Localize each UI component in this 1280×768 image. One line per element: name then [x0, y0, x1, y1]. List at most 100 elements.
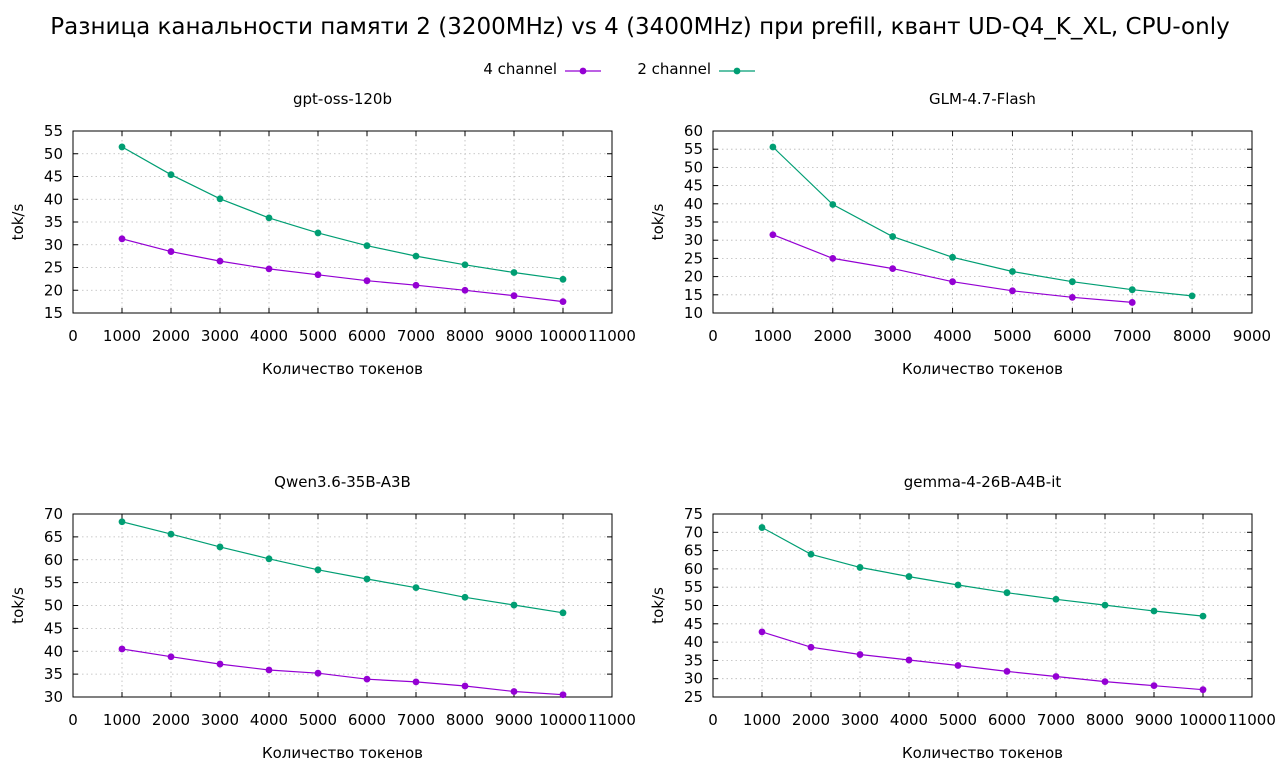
x-tick-label: 2000	[792, 711, 830, 729]
data-point-2-channel	[167, 530, 175, 538]
data-point-4-channel	[265, 265, 273, 273]
data-point-2-channel	[265, 555, 273, 563]
data-point-4-channel	[510, 688, 518, 695]
x-tick-label: 5000	[939, 711, 977, 729]
data-point-2-channel	[1188, 292, 1196, 300]
y-tick-label: 20	[684, 268, 703, 286]
data-point-2-channel	[889, 233, 897, 240]
data-point-4-channel	[314, 271, 322, 279]
data-point-4-channel	[265, 666, 273, 674]
chart-panel-3: 0 1000 2000 3000 4000 5000 6000 7000 8000 9000 100…	[9, 473, 636, 762]
x-axis-label: Количество токенов	[262, 360, 423, 378]
series-line-4-channel	[121, 648, 564, 696]
chart-panel-2: 0 1000 2000 3000 4000 5000 6000 7000 8000 9000 101…	[649, 90, 1271, 378]
data-point-2-channel	[1128, 286, 1136, 294]
x-tick-label: 7000	[1037, 711, 1075, 729]
y-tick-label: 60	[44, 551, 63, 569]
data-point-2-channel	[167, 171, 175, 179]
y-axis-label: tok/s	[9, 204, 27, 241]
y-tick-label: 35	[44, 213, 63, 231]
chart-panel-1: 0 1000 2000 3000 4000 5000 6000 7000 8000 9000 100…	[9, 90, 636, 378]
y-tick-label: 45	[684, 615, 703, 633]
subplot-title: Qwen3.6-35B-A3B	[274, 473, 411, 491]
legend-swatch-2-channel	[719, 67, 755, 75]
y-tick-label: 75	[684, 505, 703, 523]
y-tick-label: 40	[44, 190, 63, 208]
data-point-4-channel	[1003, 667, 1011, 675]
data-point-4-channel	[769, 231, 777, 239]
series-line-2-channel	[121, 521, 564, 614]
x-tick-label: 3000	[201, 711, 239, 729]
data-point-4-channel	[412, 281, 420, 289]
data-point-2-channel	[510, 601, 518, 609]
x-tick-label: 7000	[1113, 327, 1151, 345]
data-point-2-channel	[1003, 589, 1011, 597]
data-point-2-channel	[461, 261, 469, 269]
y-axis-label: tok/s	[9, 587, 27, 624]
data-point-4-channel	[363, 675, 371, 683]
data-point-2-channel	[1101, 601, 1109, 609]
y-tick-label: 35	[44, 665, 63, 683]
data-point-2-channel	[363, 242, 371, 250]
x-tick-label: 8000	[446, 327, 484, 345]
legend-item-4-channel: 4 channel	[0, 60, 603, 80]
x-tick-label: 5000	[299, 711, 337, 729]
series-line-2-channel	[121, 146, 564, 280]
y-axis-label: tok/s	[649, 204, 667, 241]
x-tick-label: 7000	[397, 711, 435, 729]
legend: 4 channel 2 channel	[0, 60, 1280, 80]
data-point-2-channel	[954, 581, 962, 589]
y-tick-label: 55	[44, 574, 63, 592]
chart-panel-4: 0 1000 2000 3000 4000 5000 6000 7000 8000 9000 100…	[649, 473, 1276, 762]
plot-frame	[712, 130, 1253, 314]
y-tick-label: 65	[44, 528, 63, 546]
data-point-4-channel	[1068, 293, 1076, 301]
data-point-4-channel	[829, 255, 837, 262]
x-tick-label: 3000	[201, 327, 239, 345]
x-tick-label: 9000	[1233, 327, 1271, 345]
plot-frame	[72, 130, 613, 314]
data-point-2-channel	[1009, 268, 1016, 275]
x-tick-label: 4000	[250, 711, 288, 729]
y-tick-label: 30	[684, 231, 703, 249]
data-point-2-channel	[461, 593, 469, 601]
data-point-2-channel	[412, 584, 420, 592]
data-point-4-channel	[559, 298, 567, 306]
chart-title: Разница канальности памяти 2 (3200MHz) v…	[50, 14, 1230, 40]
data-point-4-channel	[167, 248, 175, 255]
y-tick-label: 15	[44, 304, 63, 322]
x-tick-label: 4000	[933, 327, 971, 345]
data-point-4-channel	[905, 656, 913, 664]
x-axis-label: Количество токенов	[902, 360, 1063, 378]
data-point-2-channel	[829, 201, 837, 208]
data-point-4-channel	[461, 682, 469, 690]
y-tick-label: 70	[44, 505, 63, 523]
data-point-4-channel	[954, 662, 962, 669]
y-tick-label: 60	[684, 122, 703, 140]
y-tick-label: 70	[684, 523, 703, 541]
series-line-4-channel	[761, 631, 1204, 691]
y-tick-label: 45	[44, 168, 63, 186]
data-point-4-channel	[363, 277, 371, 285]
x-tick-label: 6000	[348, 711, 386, 729]
y-tick-label: 50	[44, 597, 63, 615]
data-point-2-channel	[314, 566, 322, 574]
data-point-4-channel	[807, 643, 815, 651]
x-tick-label: 9000	[495, 711, 533, 729]
x-tick-label: 2000	[152, 711, 190, 729]
x-tick-label: 9000	[1135, 711, 1173, 729]
x-tick-label: 2000	[152, 327, 190, 345]
data-point-4-channel	[216, 257, 224, 265]
data-point-4-channel	[949, 278, 956, 286]
plot-frame	[72, 513, 613, 698]
y-tick-label: 40	[684, 633, 703, 651]
data-point-2-channel	[905, 573, 913, 580]
data-point-4-channel	[559, 691, 567, 699]
data-point-2-channel	[807, 550, 815, 558]
y-tick-label: 25	[44, 259, 63, 277]
y-tick-label: 50	[684, 158, 703, 176]
series-line-2-channel	[772, 146, 1193, 297]
x-tick-label: 1000	[103, 327, 141, 345]
x-tick-label: 8000	[446, 711, 484, 729]
data-point-2-channel	[314, 229, 322, 237]
